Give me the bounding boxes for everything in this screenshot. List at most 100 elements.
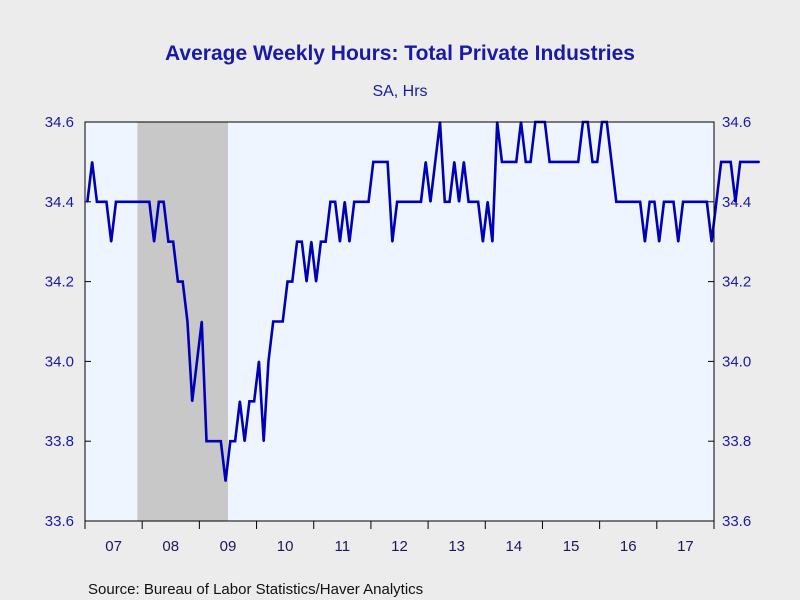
data-point: [591, 161, 594, 163]
data-point: [420, 200, 422, 203]
data-point: [663, 200, 665, 203]
data-point: [562, 161, 565, 163]
data-point: [424, 161, 427, 163]
data-point: [148, 200, 151, 203]
data-point: [224, 480, 227, 482]
data-point: [172, 240, 175, 243]
data-point: [467, 200, 470, 203]
data-point: [339, 240, 341, 243]
data-point: [324, 240, 327, 243]
x-tick-label: 17: [677, 538, 694, 555]
data-point: [262, 440, 265, 443]
data-point: [677, 240, 680, 243]
data-point: [119, 200, 122, 203]
data-point: [577, 161, 580, 163]
data-point: [705, 200, 708, 203]
data-point: [253, 400, 256, 403]
data-point: [329, 200, 332, 203]
data-point: [205, 440, 208, 443]
x-tick-label: 09: [220, 538, 237, 555]
data-point: [96, 200, 98, 203]
y-tick-label-left: 34.6: [45, 114, 74, 131]
data-point: [653, 200, 656, 203]
data-point: [210, 440, 213, 443]
data-point: [429, 200, 432, 203]
data-points: [86, 121, 761, 482]
data-point: [686, 200, 689, 203]
y-tick-label-left: 34.0: [45, 353, 74, 370]
data-point: [334, 200, 337, 203]
data-point: [634, 200, 637, 203]
data-point: [472, 200, 475, 203]
data-point: [629, 200, 632, 203]
data-point: [200, 320, 203, 323]
data-point: [529, 161, 532, 163]
data-point: [648, 200, 651, 203]
data-point: [381, 161, 384, 163]
data-point: [234, 440, 237, 443]
data-point: [748, 161, 751, 163]
data-point: [162, 200, 165, 203]
data-point: [167, 240, 170, 243]
data-point: [124, 200, 127, 203]
data-point: [434, 161, 437, 163]
data-point: [391, 240, 394, 243]
data-point: [191, 400, 194, 403]
axes: 34.6 34.6 34.4 34.4 34.2 34.2 34.0 34.0 33.8 33.8…: [45, 114, 751, 555]
data-point: [277, 320, 279, 323]
x-tick-label: 10: [277, 538, 294, 555]
data-point: [410, 200, 413, 203]
data-point: [229, 440, 232, 443]
y-tick-label-right: 33.8: [722, 433, 751, 450]
x-tick-label: 08: [162, 538, 179, 555]
x-tick-label: 16: [620, 538, 637, 555]
data-point: [558, 161, 561, 163]
data-point: [196, 360, 198, 363]
data-point: [486, 200, 489, 203]
data-point: [715, 200, 718, 203]
data-point: [86, 200, 89, 203]
data-point: [100, 200, 103, 203]
data-point: [91, 161, 94, 163]
data-point: [400, 200, 403, 203]
data-point: [481, 240, 484, 243]
data-point: [138, 200, 141, 203]
data-point: [358, 200, 360, 203]
data-point: [219, 440, 222, 443]
data-point: [491, 240, 494, 243]
y-tick-label-left: 34.2: [45, 274, 74, 291]
data-point: [238, 400, 241, 403]
data-point: [682, 200, 684, 203]
data-point: [115, 200, 117, 203]
x-tick-label: 12: [391, 538, 408, 555]
plot-frame: [84, 121, 715, 522]
data-point: [367, 200, 370, 203]
data-point: [734, 200, 737, 203]
data-point: [129, 200, 132, 203]
data-point: [644, 240, 646, 243]
y-tick-label-right: 34.0: [722, 353, 751, 370]
series-line: [86, 120, 760, 482]
data-point: [143, 200, 146, 203]
data-point: [272, 320, 275, 323]
x-tick-label: 13: [448, 538, 465, 555]
data-point: [177, 280, 179, 283]
data-point: [362, 200, 365, 203]
data-point: [267, 360, 270, 363]
data-point: [505, 161, 508, 163]
x-tick-label: 14: [506, 538, 523, 555]
data-point: [286, 280, 289, 283]
source-note: Source: Bureau of Labor Statistics/Haver…: [88, 581, 423, 598]
data-point: [596, 161, 599, 163]
data-point: [696, 200, 699, 203]
data-point: [348, 240, 351, 243]
data-point: [110, 240, 113, 243]
data-point: [758, 161, 761, 163]
data-point: [157, 200, 160, 203]
data-point: [753, 161, 756, 163]
data-point: [739, 161, 742, 163]
data-point: [524, 161, 527, 163]
data-point: [610, 161, 613, 163]
data-point: [186, 320, 189, 323]
